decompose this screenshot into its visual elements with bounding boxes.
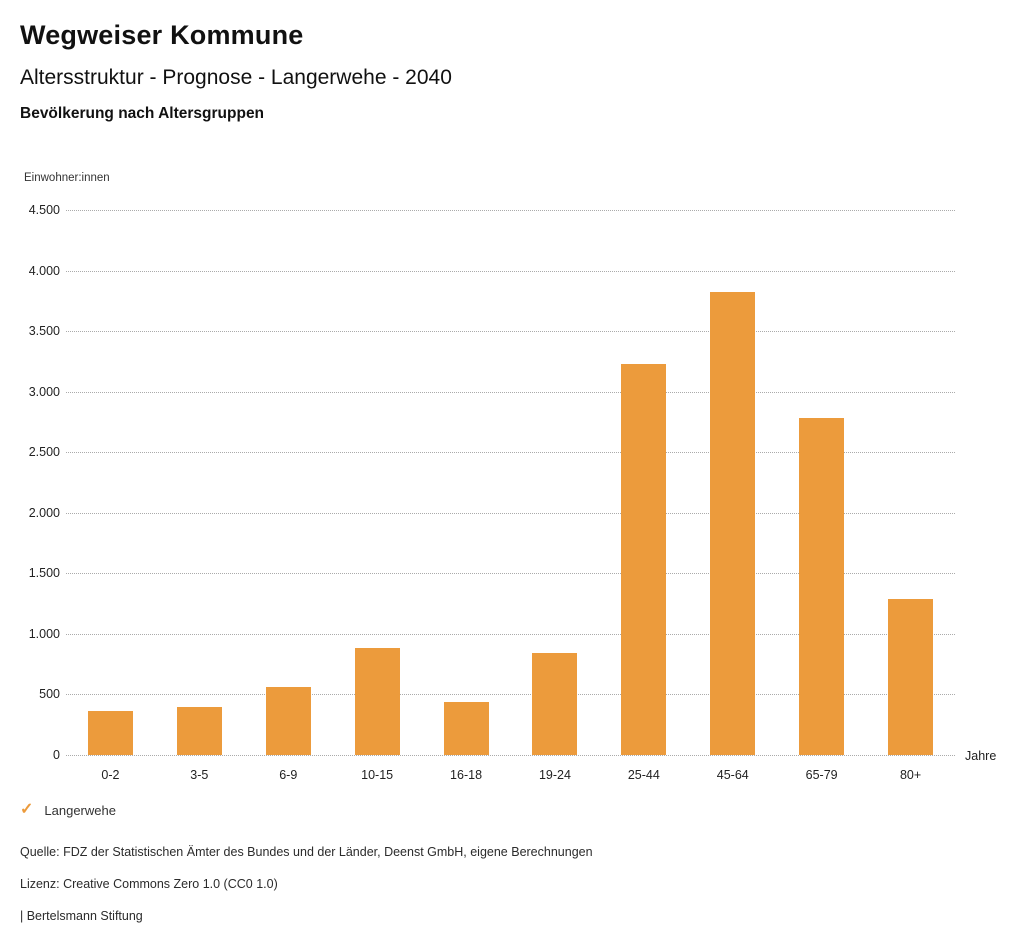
y-tick-label: 2.500 [28,445,60,460]
bar-0-2[interactable] [87,710,133,755]
x-tick-label: 3-5 [190,768,209,782]
bar-80+[interactable] [888,598,934,755]
x-tick-label: 0-2 [101,768,120,782]
y-tick-label: 500 [39,687,60,702]
gridline-4.500 [66,210,955,211]
gridline-2.500 [66,452,955,454]
y-tick-label: 1.000 [28,626,60,641]
app-title: Wegweiser Kommune [20,20,304,50]
chart-title: Altersstruktur - Prognose - Langerwehe -… [20,66,452,89]
y-tick-label: 3.000 [28,384,60,399]
source-text: Quelle: FDZ der Statistischen Ämter des … [20,845,593,859]
y-axis-title: Einwohner:innen [24,172,110,184]
bar-19-24[interactable] [532,653,578,755]
x-tick-label: 6-9 [279,768,298,782]
x-tick-label: 25-44 [627,768,660,782]
bar-16-18[interactable] [443,702,489,755]
y-tick-label: 2.000 [28,505,60,520]
chart-subtitle: Bevölkerung nach Altersgruppen [20,105,265,122]
y-tick-label: 4.000 [28,263,60,278]
y-axis: 0 500 1.000 1.500 2.000 2.500 3.000 3.500 4.000 4… [0,203,60,762]
x-axis-unit-label: Jahre [965,749,997,763]
bar-chart: 0 500 1.000 1.500 2.000 2.500 3.000 3.500 4.000 4… [0,203,1024,810]
legend-item-langerwehe[interactable]: ✓ Langerwehe [20,802,116,818]
license-text: Lizenz: Creative Commons Zero 1.0 (CC0 1… [20,877,278,891]
plot-area: Jahre 0-2 3-5 6-9 10-15 16-18 19-24 25-44 45-64… [66,210,996,782]
bar-6-9[interactable] [265,687,311,755]
y-tick-label: 4.500 [28,203,60,217]
x-tick-label: 19-24 [538,768,571,782]
attribution-text: | Bertelsmann Stiftung [20,909,143,923]
legend-label: Langerwehe [44,802,116,818]
gridline-2.000 [66,512,955,514]
x-tick-label: 45-64 [716,768,749,782]
footer: Quelle: FDZ der Statistischen Ämter des … [20,845,593,941]
gridline-3.000 [66,391,955,393]
gridline-1.000 [66,633,955,635]
gridline-4.000 [66,270,955,272]
bar-45-64[interactable] [710,292,756,755]
x-tick-label: 65-79 [805,768,838,782]
x-tick-label: 16-18 [450,768,483,782]
x-tick-label: 80+ [899,768,922,782]
bar-3-5[interactable] [176,706,222,755]
gridline-3.500 [66,331,955,333]
gridline-500 [66,694,955,696]
y-tick-label: 1.500 [28,566,60,581]
check-icon: ✓ [20,801,34,818]
y-tick-label: 0 [53,748,60,762]
x-tick-label: 10-15 [361,768,394,782]
gridline-0 [66,755,955,756]
bar-10-15[interactable] [354,647,400,755]
bar-65-79[interactable] [799,418,845,755]
gridline-1.500 [66,573,955,575]
bar-25-44[interactable] [621,364,667,755]
y-tick-label: 3.500 [28,324,60,339]
